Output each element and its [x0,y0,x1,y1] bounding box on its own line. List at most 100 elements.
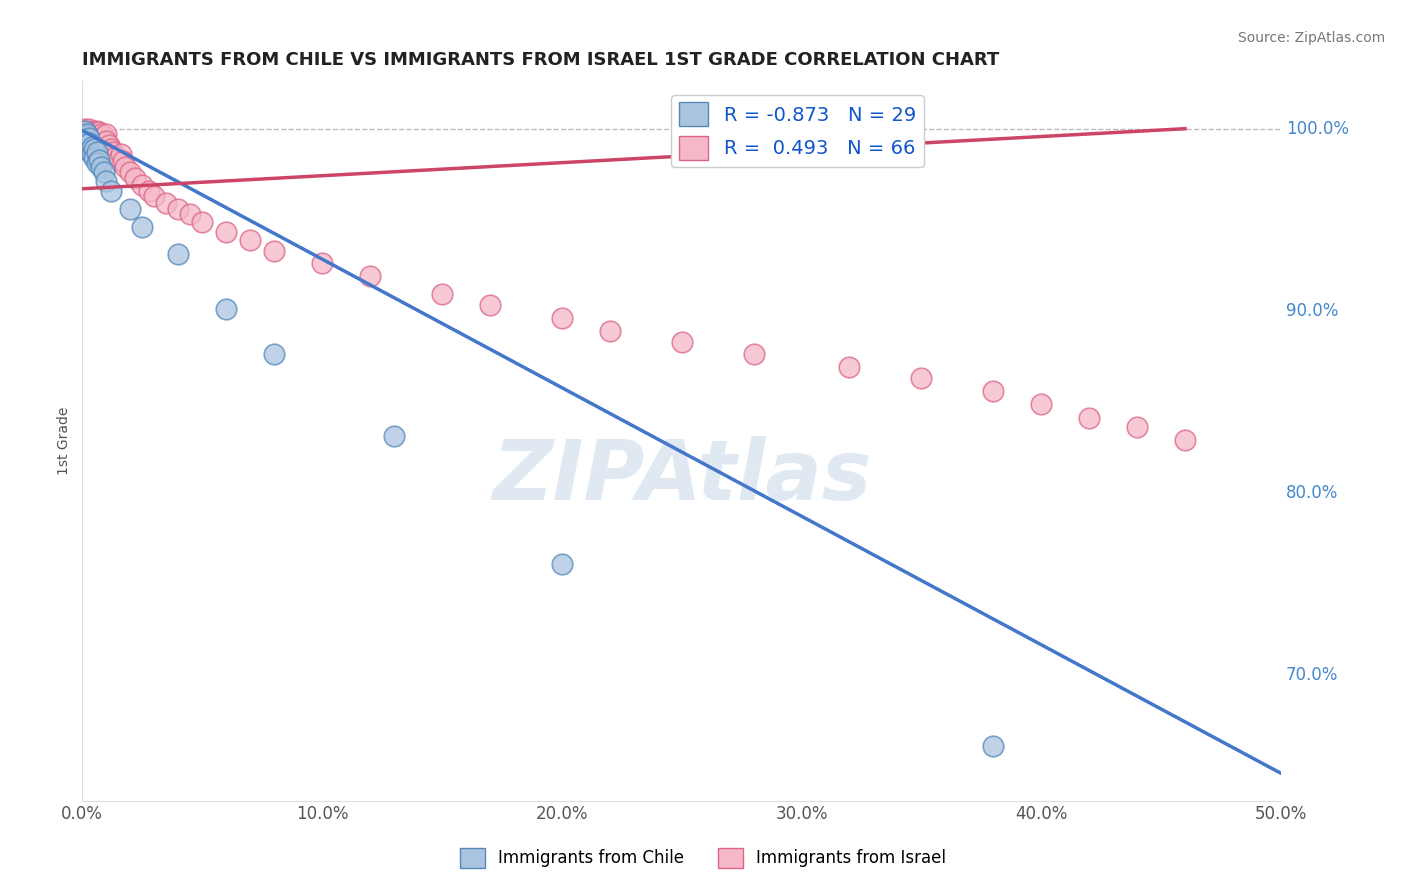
Point [80,147,103,161]
Point [76,135,98,149]
Point [86,123,108,137]
Point [90,160,112,174]
Point [83,151,105,165]
Point [599,324,621,338]
Point [96,174,118,188]
Point [87,153,110,167]
Point [86,156,108,170]
Point [167,247,190,261]
Point [215,226,238,240]
Point [76,130,98,145]
Point [83,138,105,153]
Point [80,123,103,137]
Point [87,133,110,147]
Point [86,145,108,160]
Point [143,189,166,203]
Point [131,178,153,193]
Point [73,133,96,147]
Point [359,269,381,284]
Point [76,127,98,141]
Point [79,130,101,145]
Point [107,153,129,167]
Point [79,125,101,139]
Point [104,149,127,163]
Point [551,557,574,571]
Point [1031,397,1053,411]
Point [73,133,96,147]
Point [86,136,108,151]
Point [103,145,125,160]
Point [76,136,98,151]
Point [76,142,98,156]
Point [191,214,214,228]
Point [430,287,453,301]
Point [551,311,574,326]
Point [79,136,101,151]
Point [131,220,153,235]
Point [76,123,98,137]
Y-axis label: 1st Grade: 1st Grade [58,407,72,475]
Point [981,739,1004,753]
Point [83,125,105,139]
Point [83,130,105,145]
Point [73,121,96,136]
Point [96,135,118,149]
Point [671,334,693,349]
Point [155,196,177,211]
Point [981,384,1004,398]
Point [120,202,142,216]
Point [90,127,112,141]
Point [1174,433,1197,447]
Point [73,125,96,139]
Point [80,128,103,143]
Point [1078,411,1101,425]
Point [110,147,132,161]
Point [100,184,122,198]
Point [263,244,285,258]
Point [83,142,105,156]
Point [167,202,190,216]
Point [80,135,103,149]
Point [138,184,160,198]
Point [90,135,112,149]
Point [96,127,118,141]
Text: Source: ZipAtlas.com: Source: ZipAtlas.com [1237,31,1385,45]
Point [97,138,120,153]
Point [100,142,122,156]
Point [742,347,765,361]
Point [87,140,110,154]
Point [910,371,932,385]
Point [86,128,108,143]
Point [80,140,103,154]
Legend: Immigrants from Chile, Immigrants from Israel: Immigrants from Chile, Immigrants from I… [453,841,953,875]
Point [93,128,115,143]
Point [114,160,136,174]
Point [263,347,285,361]
Point [79,130,101,145]
Point [87,125,110,139]
Point [73,123,96,137]
Point [93,165,115,179]
Point [215,301,238,316]
Point [76,138,98,153]
Point [79,144,101,158]
Legend: R = -0.873   N = 29, R =  0.493   N = 66: R = -0.873 N = 29, R = 0.493 N = 66 [671,95,924,168]
Point [90,142,112,156]
Point [239,233,262,247]
Point [73,128,96,143]
Point [120,165,142,179]
Point [382,429,405,443]
Point [79,138,101,153]
Point [1126,420,1149,434]
Point [311,256,333,270]
Point [124,170,146,185]
Point [93,136,115,151]
Point [838,360,860,375]
Point [76,127,98,141]
Point [112,154,135,169]
Text: ZIPAtlas: ZIPAtlas [492,436,872,517]
Point [73,128,96,143]
Point [179,207,201,221]
Point [79,121,101,136]
Text: IMMIGRANTS FROM CHILE VS IMMIGRANTS FROM ISRAEL 1ST GRADE CORRELATION CHART: IMMIGRANTS FROM CHILE VS IMMIGRANTS FROM… [83,51,1000,69]
